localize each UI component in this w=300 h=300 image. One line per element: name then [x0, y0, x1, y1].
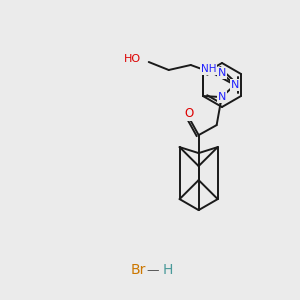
Text: N: N	[230, 80, 239, 90]
Text: Br: Br	[130, 263, 146, 277]
Text: HO: HO	[124, 54, 141, 64]
Text: O: O	[184, 106, 193, 120]
Text: —: —	[143, 263, 163, 277]
Text: N: N	[218, 68, 226, 78]
Text: H: H	[163, 263, 173, 277]
Text: NH: NH	[201, 64, 217, 74]
Text: N: N	[218, 92, 226, 102]
